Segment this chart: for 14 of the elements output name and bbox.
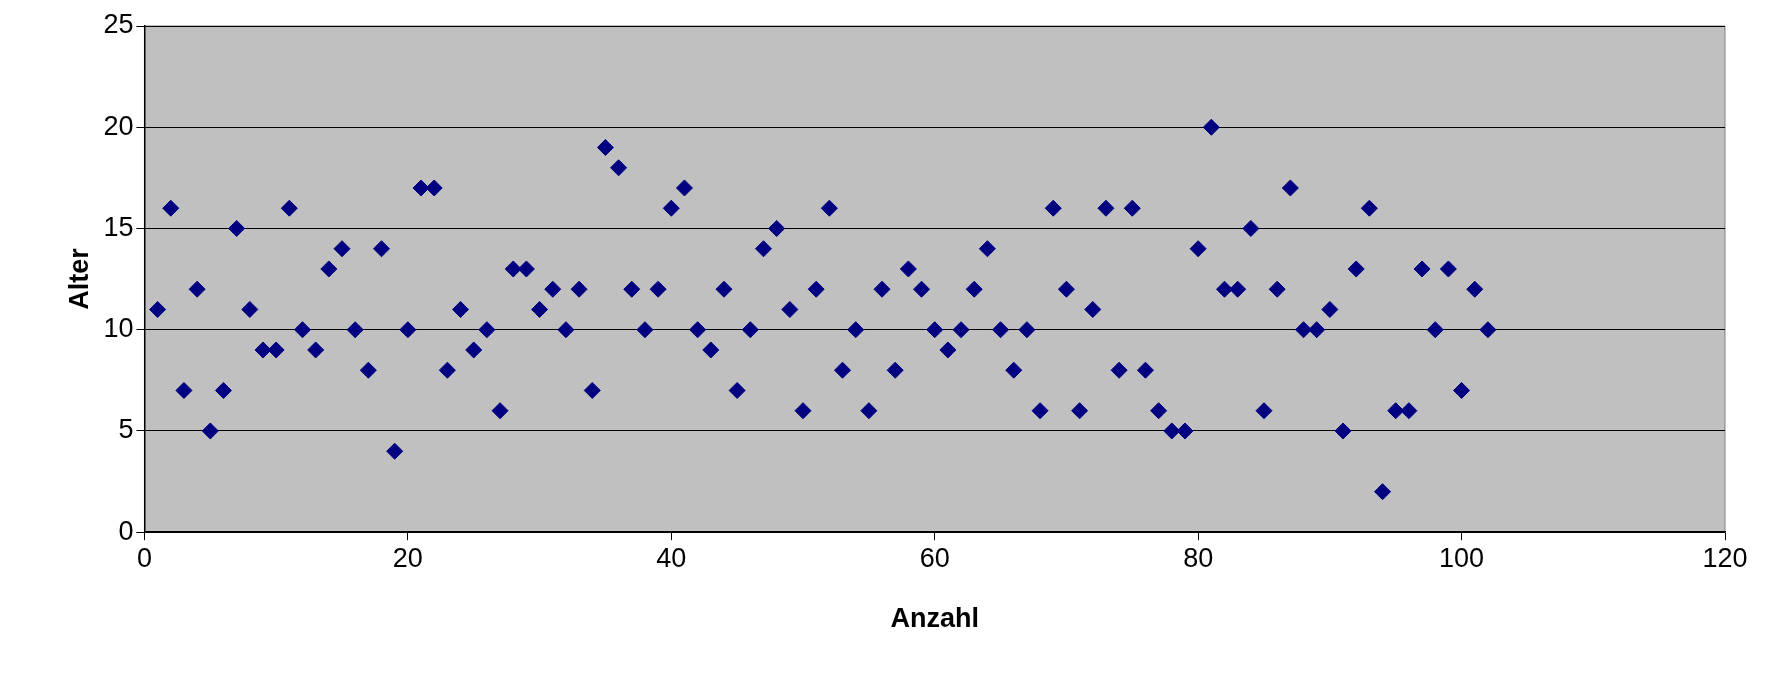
y-tick-label: 10 (103, 313, 134, 344)
y-tick-label: 25 (103, 9, 134, 40)
y-axis-title: Alter (63, 247, 94, 310)
y-tick-label: 20 (103, 110, 134, 141)
y-tick-label: 15 (103, 211, 134, 242)
x-tick-label: 120 (1702, 542, 1748, 573)
y-tick-label: 0 (118, 515, 134, 546)
x-tick-label: 40 (656, 542, 687, 573)
x-tick-label: 80 (1183, 542, 1214, 573)
x-tick-label: 60 (919, 542, 950, 573)
x-tick-label: 100 (1439, 542, 1485, 573)
x-axis-title: Anzahl (890, 603, 979, 634)
x-tick-label: 20 (392, 542, 423, 573)
y-tick-label: 5 (118, 414, 134, 445)
